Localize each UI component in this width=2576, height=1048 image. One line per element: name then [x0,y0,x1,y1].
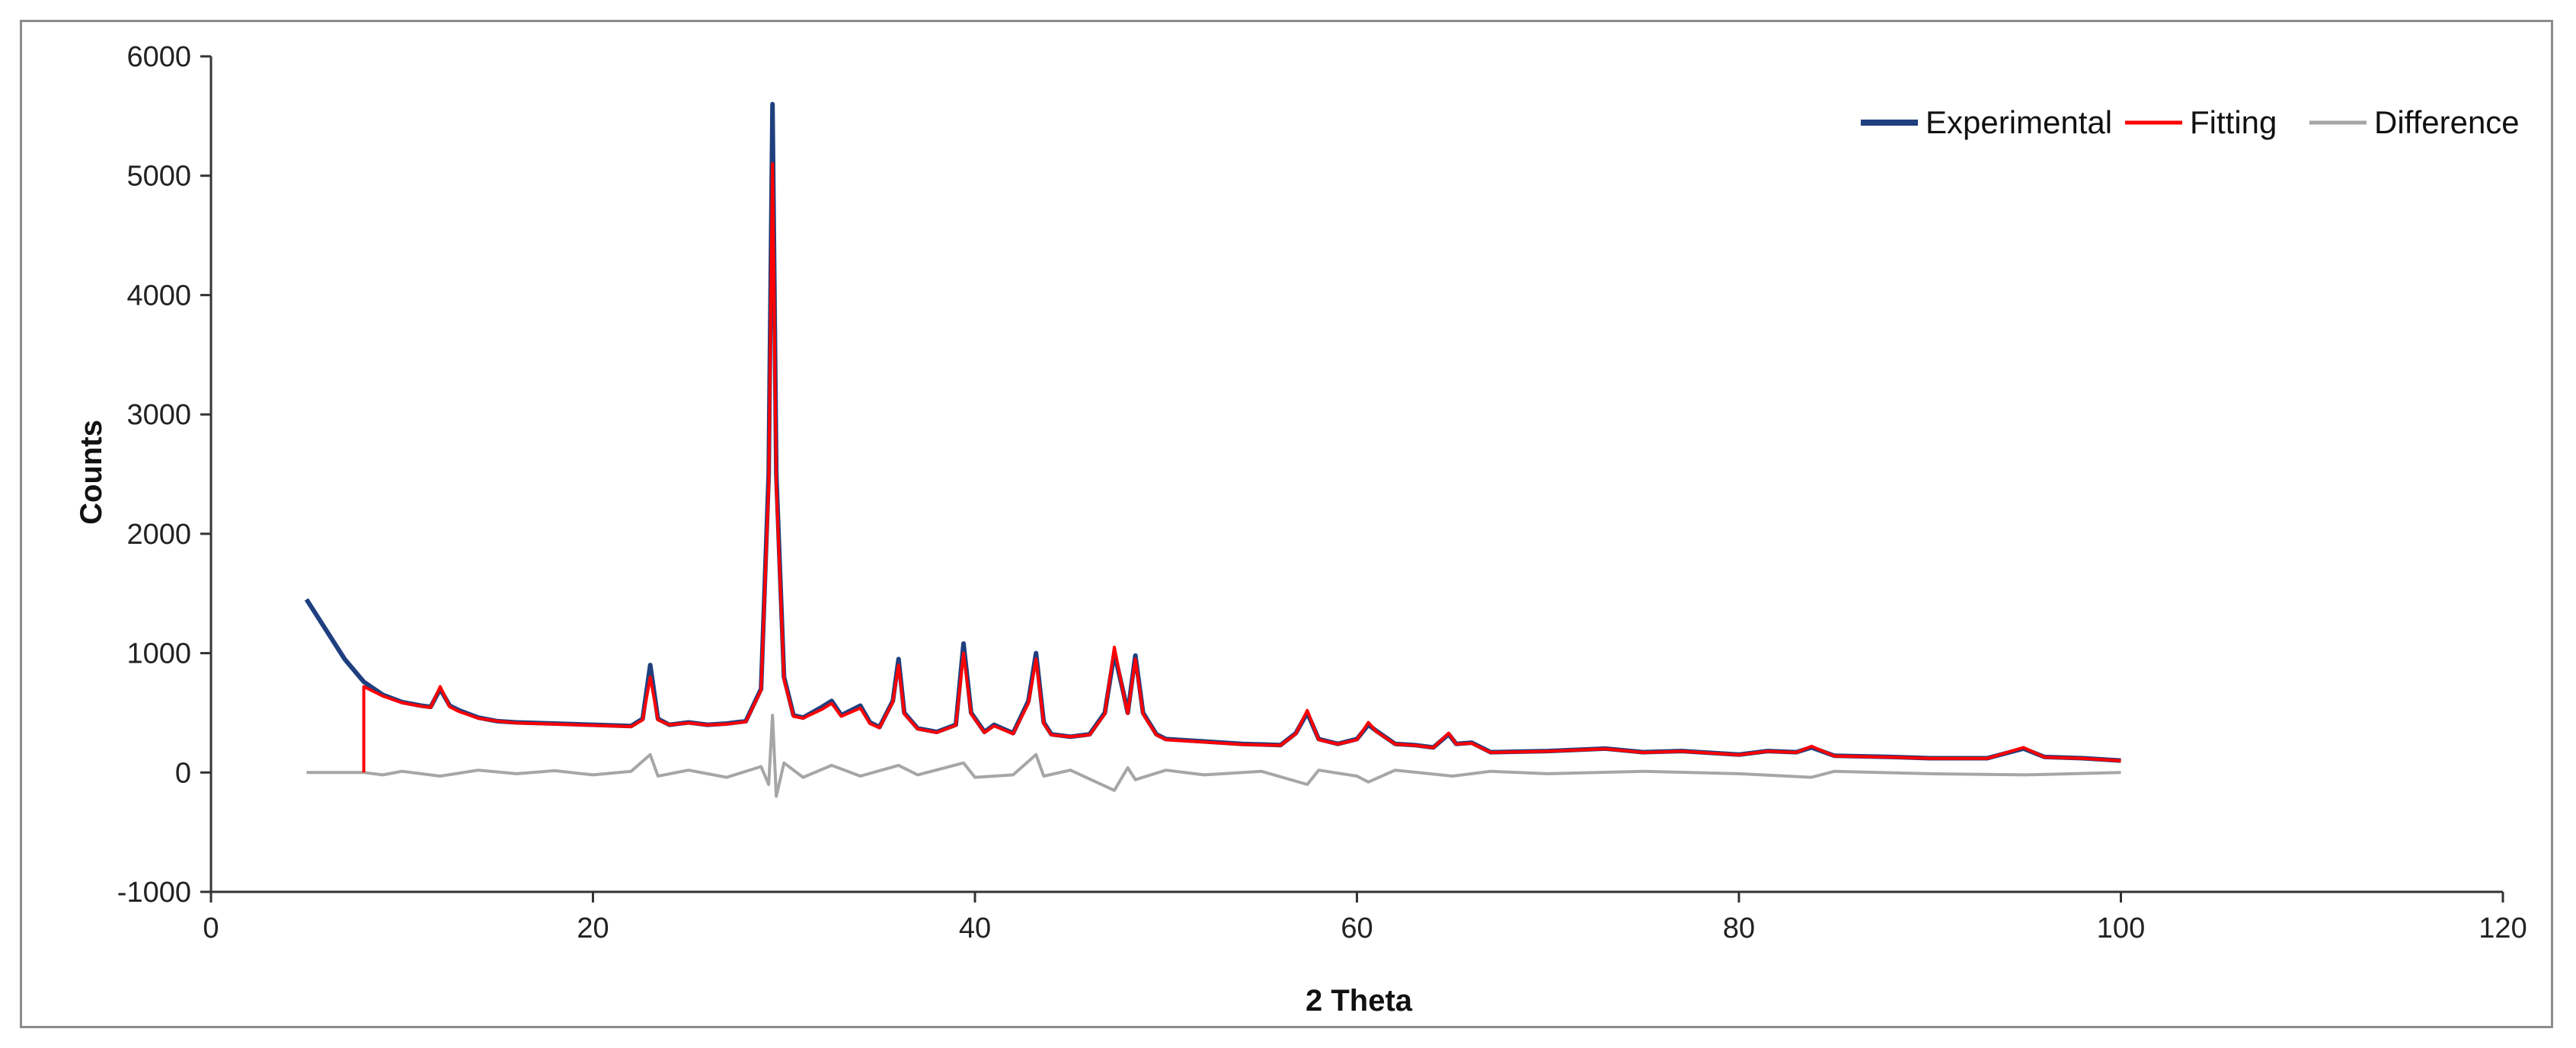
x-tick-label: 40 [959,912,991,944]
series-layer [304,101,2121,798]
y-tick-label: 3000 [126,399,191,431]
x-tick-label: 120 [2479,912,2526,944]
chart-frame [20,20,2553,1028]
y-tick-label: 4000 [126,280,191,312]
x-axis-title: 2 Theta [1306,984,1413,1018]
series-line-fitting [362,162,2121,773]
y-tick-label: -1000 [117,877,191,909]
axes: -1000 0 1000 2000 3000 4000 5000 6000 0 20 40 60 80 1… [117,41,2527,944]
series-line-difference [306,714,2121,798]
y-tick-label: 2000 [126,519,191,551]
series-line-experimental [304,101,2121,763]
legend-label-experimental: Experimental [1926,104,2112,140]
y-tick-label: 6000 [126,41,191,73]
y-tick-label: 1000 [126,638,191,670]
x-tick-label: 60 [1341,912,1373,944]
legend: Experimental Fitting Difference [1861,104,2520,140]
y-tick-label: 0 [175,757,191,789]
x-tick-label: 80 [1723,912,1755,944]
y-axis-title: Counts [75,420,108,525]
x-tick-label: 20 [577,912,609,944]
y-tick-label: 5000 [126,161,191,193]
legend-label-difference: Difference [2374,104,2520,140]
legend-label-fitting: Fitting [2190,104,2277,140]
x-tick-label: 0 [203,912,219,944]
x-tick-label: 100 [2097,912,2145,944]
